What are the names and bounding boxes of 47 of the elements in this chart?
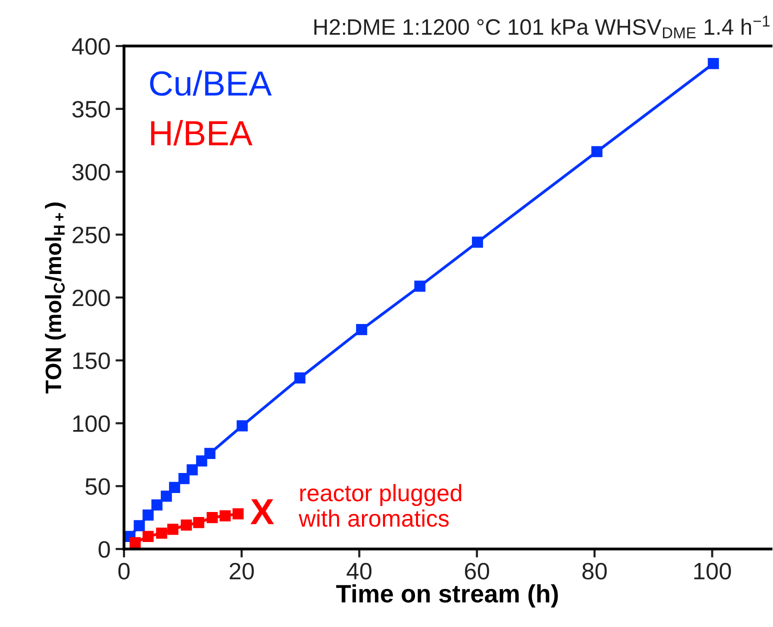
x-tick-label: 40 <box>346 562 372 580</box>
point <box>178 473 190 484</box>
point <box>356 324 368 336</box>
point <box>186 464 198 476</box>
point <box>196 455 208 467</box>
point <box>160 490 172 502</box>
y-tick-label: 250 <box>72 226 110 244</box>
point <box>142 530 154 542</box>
point <box>151 499 162 511</box>
chart-title: H2:DME 1:1200 °C 101 kPa WHSV$_{DME}$ 1.4 h$^{−1}$ <box>314 16 770 38</box>
point <box>204 448 216 459</box>
y-tick-label: 150 <box>73 352 110 370</box>
text: H/BEA <box>151 120 252 146</box>
point <box>167 524 178 535</box>
y-tick-label: 200 <box>72 290 110 306</box>
y-tick-label: 0 <box>98 541 110 558</box>
point <box>414 280 426 292</box>
point <box>134 520 145 532</box>
y-tick-label: 300 <box>72 164 110 181</box>
point <box>472 236 484 248</box>
point <box>294 372 306 384</box>
y-tick-label: 350 <box>72 100 110 118</box>
x-tick-label: 80 <box>582 562 607 580</box>
x-tick-label: 20 <box>230 562 254 580</box>
y-axis-title: TON (mol$_{C}$/mol$_{H+}$) <box>44 202 66 394</box>
point <box>206 512 218 524</box>
point <box>180 520 192 531</box>
y-tick-label: 100 <box>73 415 110 432</box>
y-tick-label: 400 <box>72 38 110 55</box>
point <box>130 537 141 548</box>
text: Cu/BEA <box>150 70 272 96</box>
x-axis-title: Time on stream (h) <box>336 584 558 608</box>
y-tick-label: 50 <box>85 478 110 495</box>
point <box>708 58 719 70</box>
point <box>169 482 180 493</box>
point <box>220 510 231 522</box>
x-tick-label: 60 <box>464 562 490 580</box>
annotation: X <box>250 499 274 524</box>
annotation: reactor plugged with aromatics <box>298 484 462 527</box>
x-tick-label: 100 <box>694 562 731 580</box>
point <box>232 508 244 520</box>
point <box>591 146 602 158</box>
point <box>236 420 248 432</box>
point <box>142 509 154 521</box>
point <box>193 517 204 528</box>
point <box>156 528 168 539</box>
x-tick-label: 0 <box>118 562 130 580</box>
